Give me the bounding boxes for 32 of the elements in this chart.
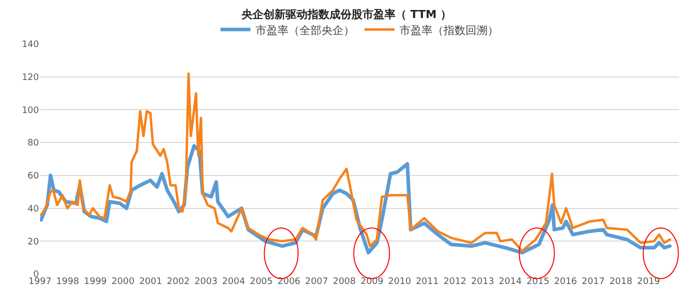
x-tick-label: 2005 [250,277,273,287]
x-tick-label: 2002 [166,277,190,287]
x-tick-label: 2017 [582,277,605,287]
x-tick-label: 2018 [609,277,633,287]
x-tick-label: 2003 [194,277,218,287]
x-tick-label: 2016 [554,277,578,287]
y-tick-label: 120 [22,73,40,84]
legend-label: 市盈率（指数回溯） [400,24,498,37]
y-tick-label: 100 [22,106,40,116]
line-series [40,72,672,252]
x-tick-label: 2019 [637,277,660,287]
x-tick-label: 2008 [332,277,356,287]
legend-label: 市盈率（全部央企） [256,24,354,37]
y-tick-label: 140 [22,40,40,50]
x-tick-label: 2004 [222,277,246,287]
x-tick-label: 2000 [112,277,135,287]
x-tick-label: 2014 [498,277,522,287]
x-tick-label: 2006 [278,277,301,287]
x-tick-label: 2001 [139,277,162,287]
chart-title: 央企创新驱动指数成份股市盈率（ TTM ） [240,8,452,22]
x-tick-label: 1999 [84,277,108,287]
y-tick-label: 40 [28,204,40,214]
x-tick-label: 1998 [56,277,80,287]
x-tick-label: 2010 [388,277,412,287]
x-tick-label: 2013 [471,277,494,287]
x-tick-label: 2012 [443,277,466,287]
x-tick-label: 2007 [305,277,328,287]
y-tick-label: 80 [28,138,40,149]
x-tick-label: 2011 [416,277,439,287]
y-tick-label: 60 [28,172,40,182]
x-tick-label: 2009 [360,277,384,287]
y-tick-label: 20 [28,237,40,248]
